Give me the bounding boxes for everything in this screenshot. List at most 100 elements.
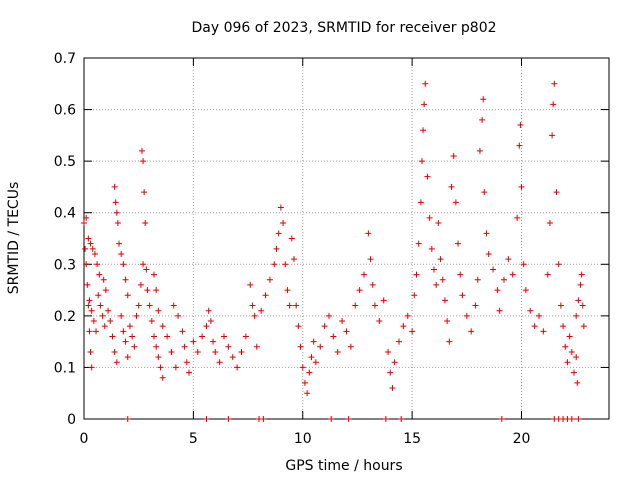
data-point	[568, 416, 575, 422]
data-point	[131, 343, 138, 350]
data-point	[441, 297, 448, 304]
data-point	[420, 127, 427, 134]
data-point	[251, 312, 258, 319]
data-point	[479, 116, 486, 123]
data-point	[249, 302, 256, 309]
data-point	[380, 297, 387, 304]
data-point	[168, 348, 175, 355]
data-point	[472, 302, 479, 309]
data-point	[387, 369, 394, 376]
data-point	[483, 230, 490, 237]
y-tick-label: 0.1	[54, 360, 76, 376]
data-point	[560, 323, 567, 330]
data-point	[421, 101, 428, 108]
data-point	[144, 287, 151, 294]
data-point	[573, 312, 580, 319]
data-point	[367, 256, 374, 263]
data-point	[391, 359, 398, 366]
axis-ticks: 0 0.1 0.2 0.3 0.4 0.5 0.6 0.7 0 5 10 15 20	[54, 51, 609, 447]
data-point	[431, 266, 437, 273]
data-point	[221, 333, 227, 340]
data-point	[417, 199, 424, 206]
data-point	[365, 230, 372, 237]
data-point	[330, 333, 337, 340]
data-point	[317, 343, 324, 350]
data-point	[566, 333, 573, 340]
data-point	[94, 261, 101, 268]
data-point	[496, 307, 503, 314]
data-point	[203, 323, 210, 330]
data-point	[382, 416, 389, 422]
data-point	[86, 328, 93, 335]
data-point	[540, 328, 547, 335]
data-point	[411, 292, 418, 299]
data-point	[183, 359, 190, 366]
data-point	[293, 302, 300, 309]
y-tick-label: 0.4	[54, 206, 76, 222]
data-point	[151, 333, 157, 340]
data-point	[107, 318, 114, 325]
data-point	[551, 80, 558, 87]
data-point	[282, 261, 289, 268]
data-point	[520, 261, 527, 268]
data-point	[301, 379, 308, 386]
data-point	[93, 328, 100, 335]
data-point	[450, 152, 457, 159]
data-point	[575, 297, 582, 304]
x-tick-label: 15	[403, 431, 421, 447]
data-point	[155, 307, 162, 314]
data-point	[90, 318, 97, 325]
y-tick-label: 0	[67, 412, 76, 428]
data-point	[238, 348, 245, 355]
data-point	[118, 312, 125, 319]
data-point	[490, 266, 497, 273]
data-point	[463, 312, 470, 319]
data-point	[295, 323, 302, 330]
data-point	[122, 276, 129, 283]
data-point	[280, 220, 287, 227]
x-tick-label: 10	[294, 431, 312, 447]
data-point	[352, 302, 359, 309]
data-point	[175, 312, 182, 319]
data-point	[574, 379, 581, 386]
data-point	[577, 281, 584, 288]
data-point	[310, 338, 317, 345]
data-point	[361, 271, 367, 278]
data-point	[203, 416, 210, 422]
data-point	[398, 416, 405, 422]
data-point	[444, 318, 451, 325]
data-point	[266, 276, 273, 283]
data-point	[101, 323, 108, 330]
data-point	[190, 338, 197, 345]
data-point	[85, 302, 92, 309]
data-point	[120, 328, 127, 335]
data-point	[81, 220, 87, 227]
x-tick-label: 5	[189, 431, 198, 447]
data-point	[111, 183, 118, 190]
data-point	[564, 359, 571, 366]
data-point	[579, 302, 586, 309]
data-point	[112, 199, 119, 206]
data-point	[82, 245, 89, 252]
data-point	[234, 364, 241, 371]
data-point	[225, 343, 232, 350]
data-point	[544, 271, 551, 278]
data-point	[557, 302, 564, 309]
data-point	[181, 343, 188, 350]
data-point	[575, 416, 582, 422]
data-point	[91, 250, 98, 257]
data-point	[404, 312, 411, 319]
data-point	[135, 302, 142, 309]
data-point	[172, 364, 179, 371]
data-point	[308, 354, 315, 361]
data-point	[151, 271, 157, 278]
data-point	[260, 416, 267, 422]
data-point	[153, 287, 160, 294]
plot-area-frame	[83, 57, 610, 420]
data-point	[347, 343, 354, 350]
data-point	[415, 240, 422, 247]
data-point	[273, 245, 280, 252]
data-point	[242, 333, 249, 340]
data-point	[143, 266, 150, 273]
data-point	[105, 307, 112, 314]
